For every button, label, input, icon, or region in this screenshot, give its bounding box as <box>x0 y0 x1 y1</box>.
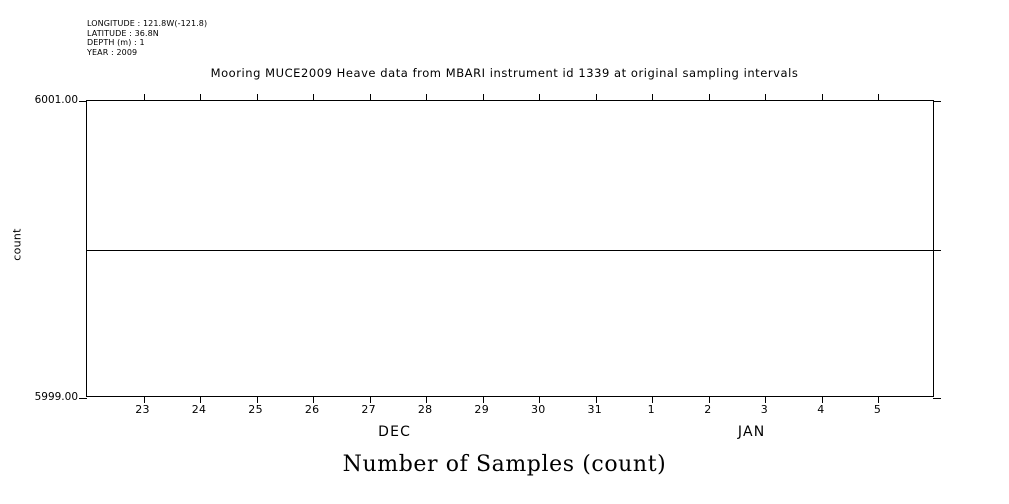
x-tick-top <box>821 94 823 101</box>
x-tick-label: 30 <box>530 403 546 416</box>
x-tick-top <box>200 94 202 101</box>
x-tick-bottom <box>821 396 823 403</box>
x-tick-label: 27 <box>361 403 376 416</box>
y-tick-mark <box>79 101 87 102</box>
x-tick-top <box>878 94 880 101</box>
x-tick-label-group: 23 24 25 26 27 28 29 30 31 1 2 3 4 5 <box>0 403 1009 419</box>
x-tick-bottom <box>482 396 484 403</box>
month-label-group: DEC JAN <box>0 424 1009 442</box>
x-tick-top <box>369 94 371 101</box>
x-tick-top <box>313 94 315 101</box>
x-tick-label: 29 <box>474 403 490 416</box>
x-tick-bottom <box>143 396 145 403</box>
x-tick-bottom <box>708 396 710 403</box>
x-tick-label: 5 <box>873 403 882 416</box>
plot-area <box>79 94 941 403</box>
x-tick-top <box>652 94 654 101</box>
y-tick-mark <box>933 398 941 399</box>
x-tick-bottom <box>539 396 541 403</box>
data-series-line <box>87 249 933 251</box>
x-tick-label: 26 <box>304 403 320 416</box>
x-tick-top <box>482 94 484 101</box>
x-tick-bottom <box>313 396 315 403</box>
x-tick-label: 31 <box>587 403 603 416</box>
x-tick-top <box>708 94 710 101</box>
x-tick-bottom <box>426 396 428 403</box>
x-axis-caption: Number of Samples (count) <box>342 452 667 477</box>
x-tick-top <box>256 94 258 101</box>
chart-title: Mooring MUCE2009 Heave data from MBARI i… <box>210 66 799 80</box>
y-tick-label: 6001.00 <box>34 94 78 106</box>
x-tick-bottom <box>256 396 258 403</box>
x-tick-label: 24 <box>191 403 207 416</box>
metadata-depth: DEPTH (m) : 1 <box>87 38 145 48</box>
x-tick-bottom <box>369 396 371 403</box>
x-tick-top <box>426 94 428 101</box>
x-tick-top <box>595 94 597 101</box>
y-tick-mark <box>79 398 87 399</box>
x-tick-bottom <box>765 396 767 403</box>
metadata-block: LONGITUDE : 121.8W(-121.8) LATITUDE : 36… <box>87 19 207 57</box>
x-tick-bottom <box>200 396 202 403</box>
x-tick-label: 23 <box>135 403 150 416</box>
x-tick-label: 25 <box>248 403 263 416</box>
metadata-latitude: LATITUDE : 36.8N <box>87 28 159 38</box>
metadata-year: YEAR : 2009 <box>87 47 138 57</box>
x-tick-bottom <box>652 396 654 403</box>
x-tick-label: 28 <box>417 403 433 416</box>
y-tick-mark <box>933 101 941 102</box>
month-label: DEC <box>378 424 412 440</box>
y-tick-label-group: 6001.00 5999.00 <box>0 0 80 504</box>
x-tick-bottom <box>878 396 880 403</box>
x-tick-label: 2 <box>704 403 712 416</box>
x-tick-top <box>143 94 145 101</box>
month-label: JAN <box>737 424 766 440</box>
x-tick-label: 1 <box>647 403 655 416</box>
metadata-longitude: LONGITUDE : 121.8W(-121.8) <box>87 19 208 28</box>
y-tick-mark <box>933 249 941 251</box>
x-tick-bottom <box>595 396 597 403</box>
y-tick-label: 5999.00 <box>34 391 78 403</box>
x-tick-top <box>539 94 541 101</box>
x-tick-label: 3 <box>760 403 769 416</box>
x-tick-top <box>765 94 767 101</box>
x-tick-label: 4 <box>817 403 825 416</box>
